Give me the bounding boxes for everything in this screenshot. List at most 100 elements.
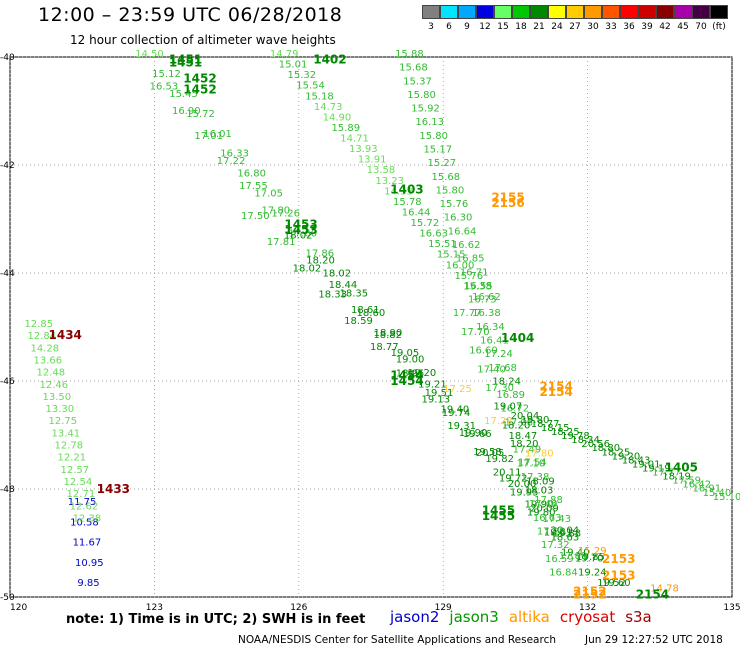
data-point-label: 16.91 (693, 484, 722, 495)
footnote: note: 1) Time is in UTC; 2) SWH is in fe… (66, 612, 366, 627)
data-point-label: 16.60 (469, 346, 498, 357)
data-point-label: 12.21 (58, 453, 87, 464)
data-point-label: 11.75 (68, 497, 97, 508)
data-point-label: 12.75 (49, 416, 78, 427)
legend-label-9: 30 (587, 22, 599, 32)
data-point-label: 19.52 (597, 578, 626, 589)
y-tick-label: -46 (0, 377, 15, 387)
data-point-label: 17.70 (461, 327, 490, 338)
data-point-label: 18.82 (373, 330, 402, 341)
data-point-label: 18.33 (318, 290, 347, 301)
legend-label-13: 42 (659, 22, 671, 32)
legend-swatch-7 (548, 5, 566, 19)
y-tick-label: -44 (0, 269, 15, 279)
data-point-label: 18.15 (541, 423, 570, 434)
data-point-label: 12.48 (36, 368, 65, 379)
data-point-label: 19.24 (578, 567, 607, 578)
data-point-label: 15.01 (279, 60, 308, 71)
legend-swatch-16 (710, 5, 728, 19)
data-point-label: 15.80 (407, 90, 436, 101)
data-point-label: 18.20 (510, 439, 539, 450)
data-point-label: 15.29 (578, 546, 607, 557)
data-point-label: 19.88 (552, 529, 581, 540)
data-point-label: 20.56 (581, 439, 610, 450)
data-point-label: 16.73 (468, 295, 497, 306)
data-point-label: 16.72 (500, 404, 529, 415)
y-tick-label: -40 (0, 53, 15, 63)
data-point-label: 19.01 (632, 459, 661, 470)
data-point-label: 19.19 (642, 463, 671, 474)
data-point-label: 19.51 (425, 388, 454, 399)
data-point-label: 10.58 (70, 517, 99, 528)
legend-label-15: 70 (695, 22, 707, 32)
data-point-label: 15.10 (713, 492, 740, 503)
data-point-label: 15.37 (403, 76, 432, 87)
data-point-label: 19.40 (441, 404, 470, 415)
data-point-label: 12.57 (61, 465, 90, 476)
data-point-label: 16.53 (150, 81, 179, 92)
pass-label: 1404 (501, 331, 534, 345)
data-point-label: 17.50 (241, 211, 270, 222)
legend-label-6: 21 (533, 22, 545, 32)
data-point-label: 16.13 (415, 117, 444, 128)
data-point-label: 12.71 (67, 489, 96, 500)
data-point-label: 18.20 (306, 255, 335, 266)
chart-title: 12:00 – 23:59 UTC 06/28/2018 (38, 4, 343, 26)
data-point-label: 17.24 (484, 349, 513, 360)
data-point-label: 18.34 (571, 435, 600, 446)
legend-swatch-4 (494, 5, 512, 19)
data-point-label: 18.43 (622, 455, 651, 466)
data-point-label: 19.90 (525, 500, 554, 511)
data-point-label: 19.20 (408, 368, 437, 379)
legend-swatch-14 (674, 5, 692, 19)
data-point-label: 17.81 (267, 237, 296, 248)
pass-label: 2154 (539, 379, 572, 393)
pass-label: 1452 (183, 72, 216, 86)
data-point-label: 18.02 (284, 230, 313, 241)
data-point-label: 17.29 (537, 526, 566, 537)
data-point-label: 18.60 (357, 308, 386, 319)
legend-swatch-15 (692, 5, 710, 19)
data-point-label: 15.45 (169, 89, 198, 100)
data-point-label: 19.72 (499, 473, 528, 484)
credit-line: NOAA/NESDIS Center for Satellite Applica… (238, 634, 556, 646)
satellite-legend: jason2 jason3 altika cryosat s3a (390, 608, 652, 626)
data-point-label: 12.54 (64, 477, 93, 488)
data-point-label: 20.04 (511, 411, 540, 422)
data-point-label: 19.58 (473, 447, 502, 458)
data-point-label: 17.77 (652, 468, 681, 479)
data-point-label: 15.51 (428, 239, 457, 250)
data-point-label: 15.92 (411, 104, 440, 115)
data-point-label: 13.93 (349, 144, 378, 155)
legend-swatch-13 (656, 5, 674, 19)
data-point-label: 13.23 (375, 176, 404, 187)
data-point-label: 17.25 (443, 384, 472, 395)
legend-label-3: 12 (479, 22, 491, 32)
data-point-label: 12.84 (27, 331, 56, 342)
data-point-label: 19.85 (576, 552, 605, 563)
data-point-label: 15.38 (463, 281, 492, 292)
data-point-label: 15.40 (703, 488, 732, 499)
x-tick-label: 135 (723, 603, 740, 613)
data-point-label: 15.68 (399, 63, 428, 74)
data-point-label: 15.27 (427, 158, 456, 169)
data-point-label: 17.22 (484, 416, 513, 427)
data-point-label: 13.58 (367, 165, 396, 176)
legend-label-10: 33 (605, 22, 617, 32)
data-point-label: 13.91 (358, 155, 387, 166)
data-point-label: 17.86 (305, 248, 334, 259)
data-point-label: 17.89 (559, 551, 588, 562)
legend-swatch-12 (638, 5, 656, 19)
data-point-label: 18.44 (329, 280, 358, 291)
data-point-label: 12.38 (73, 513, 102, 524)
data-point-label: 16.80 (237, 169, 266, 180)
x-tick-label: 132 (579, 603, 596, 613)
pass-label: 2156 (491, 196, 524, 210)
data-point-label: 13.30 (45, 404, 74, 415)
data-point-label: 17.80 (261, 206, 290, 217)
satellite-cryosat: cryosat (559, 608, 616, 626)
data-point-label: 19.66 (463, 429, 492, 440)
pass-label: 1455 (482, 509, 515, 523)
data-point-label: 17.08 (505, 417, 534, 428)
data-point-label: 19.00 (396, 355, 425, 366)
